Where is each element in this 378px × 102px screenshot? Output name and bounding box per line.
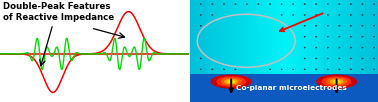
Ellipse shape [228, 80, 235, 83]
Text: Double-Peak Features
of Reactive Impedance: Double-Peak Features of Reactive Impedan… [3, 2, 114, 22]
Ellipse shape [217, 77, 245, 86]
Ellipse shape [317, 75, 356, 88]
Ellipse shape [330, 80, 343, 84]
Ellipse shape [221, 78, 241, 85]
Ellipse shape [322, 77, 351, 86]
Ellipse shape [211, 75, 251, 88]
Ellipse shape [327, 78, 347, 85]
Ellipse shape [333, 80, 340, 83]
Text: Co-planar microelectrodes: Co-planar microelectrodes [236, 85, 347, 91]
Ellipse shape [225, 80, 237, 84]
